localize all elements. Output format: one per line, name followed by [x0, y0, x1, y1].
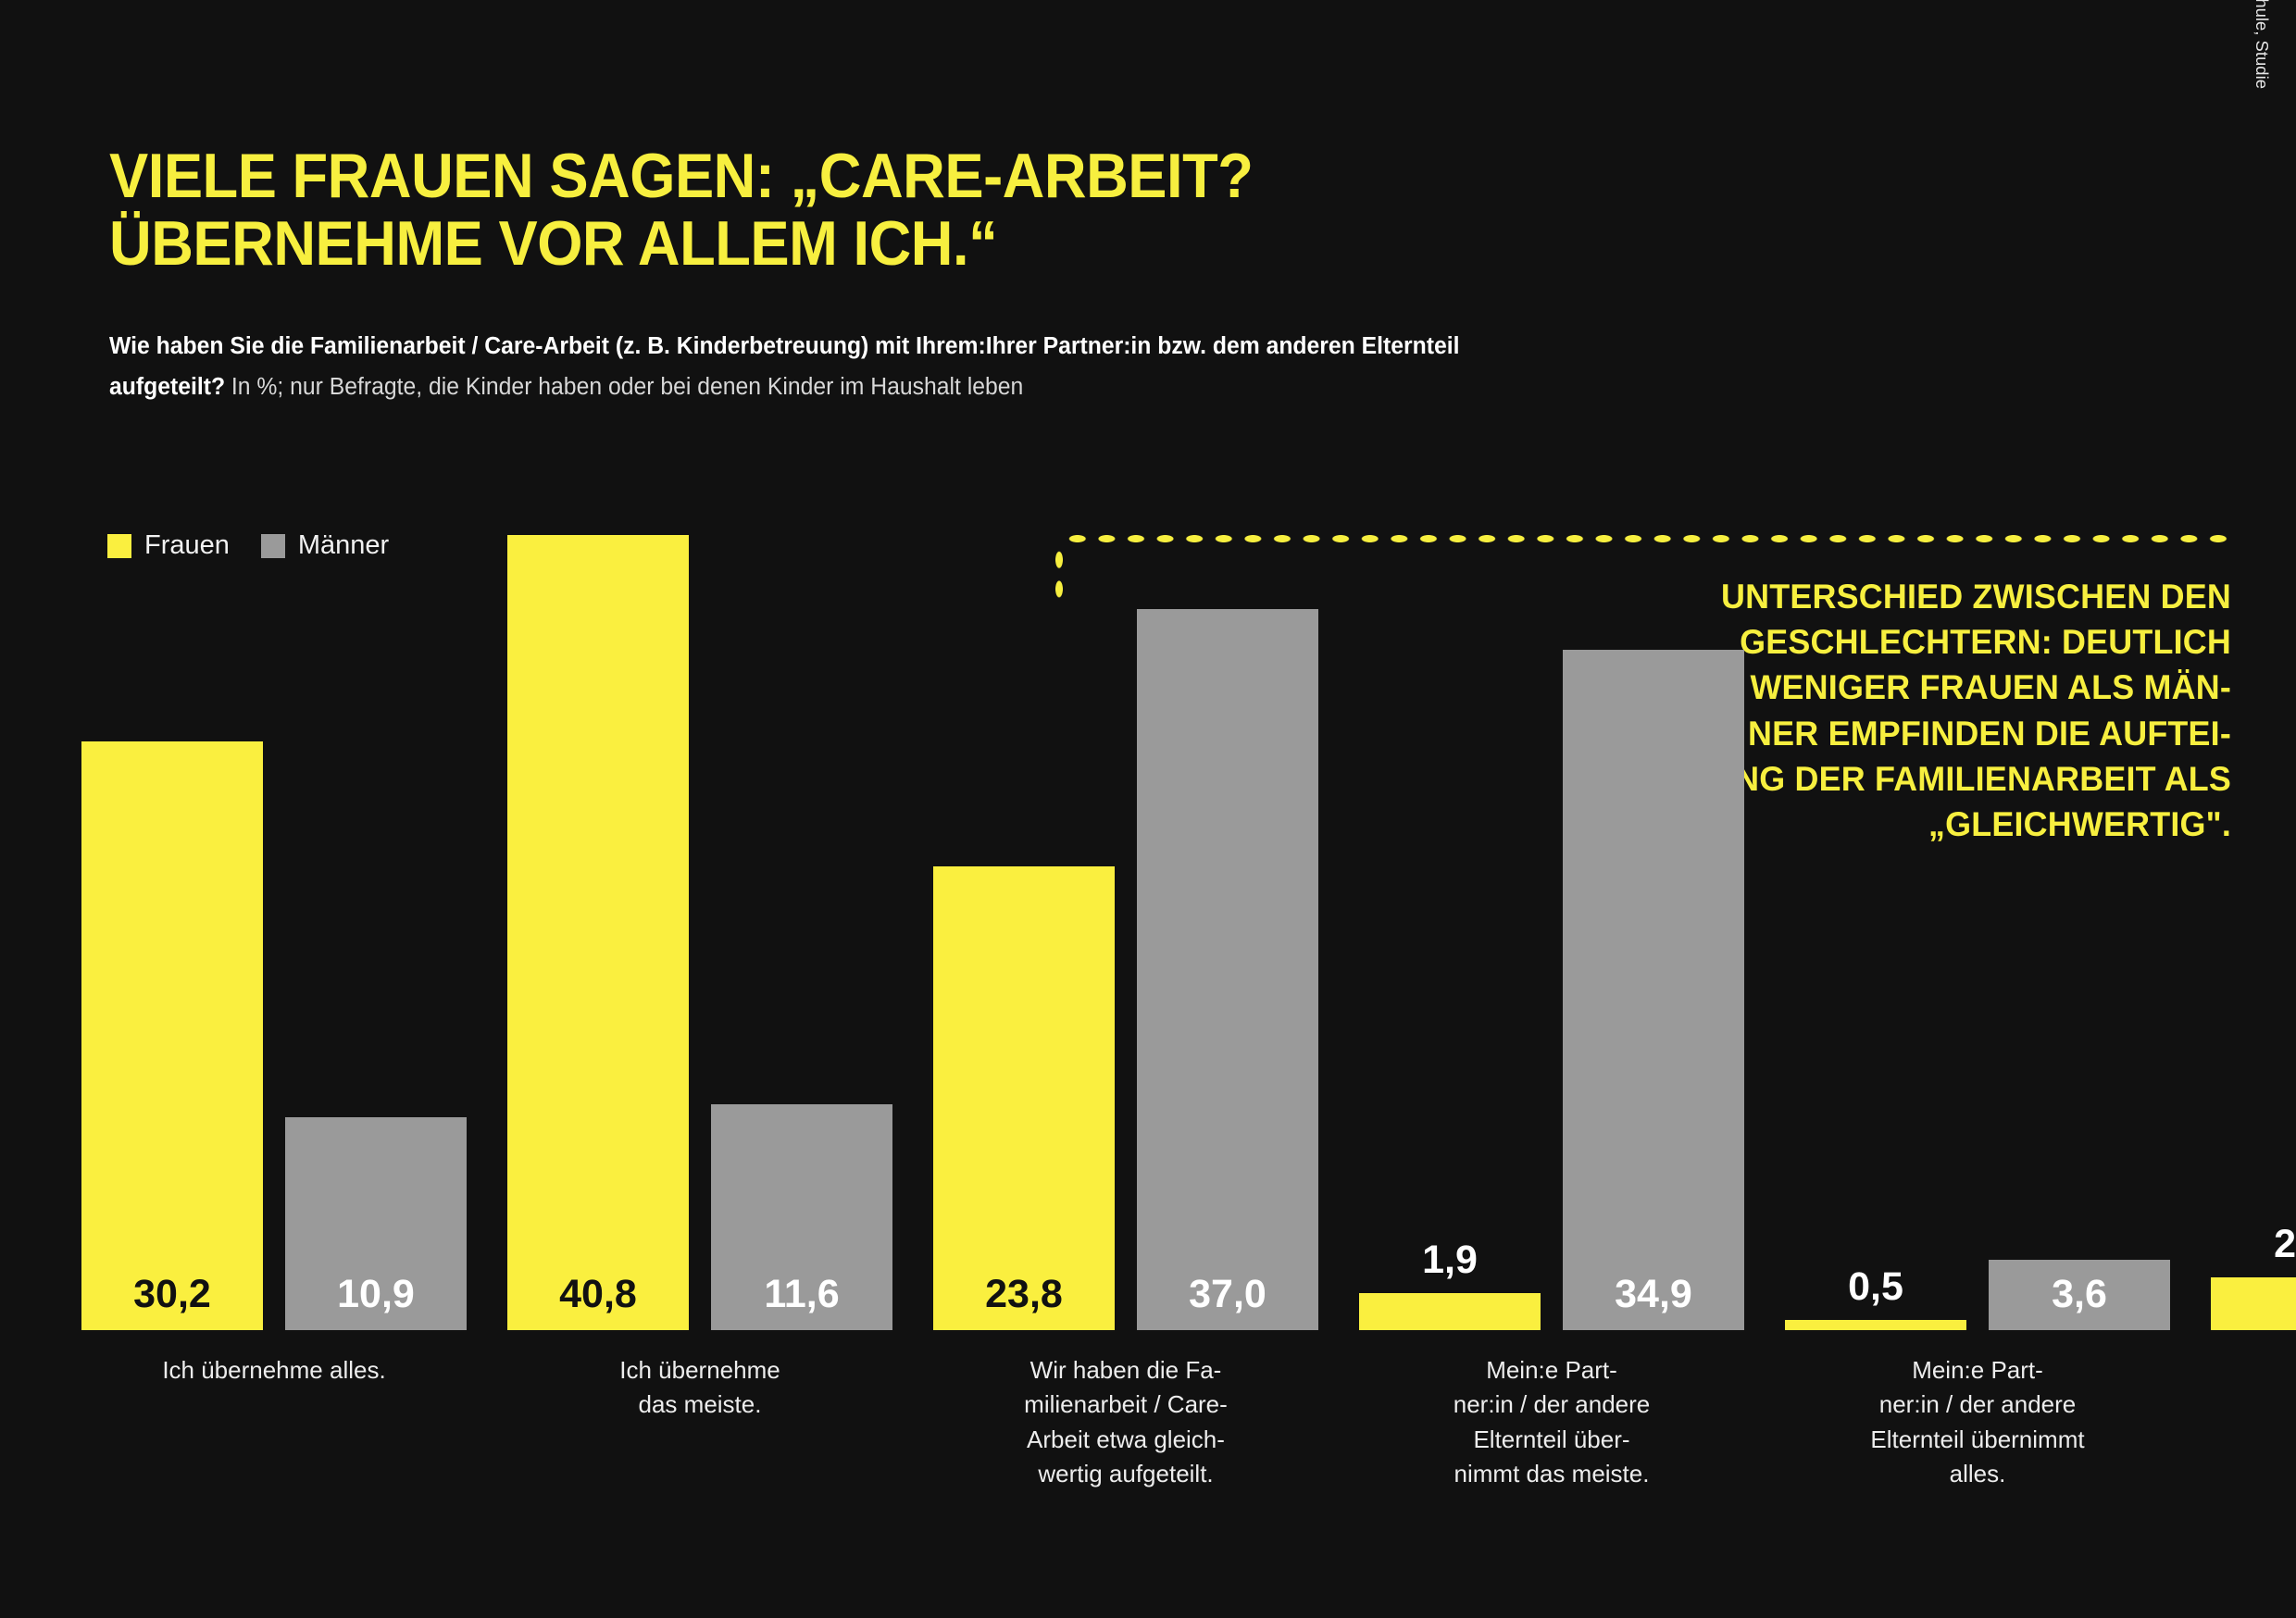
subtitle-block: Wie haben Sie die Familienarbeit / Care-…	[109, 327, 1510, 408]
category-label-line: Arbeit etwa gleich-	[1027, 1425, 1225, 1453]
survey-note: In %; nur Befragte, die Kinder haben ode…	[231, 373, 1024, 400]
bar-männer-1: 10,9	[285, 1117, 467, 1330]
category-label-line: Ich übernehme	[619, 1356, 780, 1384]
legend-swatch-icon-frauen	[107, 533, 131, 558]
category-label-line: ner:in / der andere	[1453, 1390, 1651, 1419]
dotted-line-horizontal-icon	[1063, 532, 2233, 545]
bar-männer-2: 11,6	[711, 1104, 892, 1330]
legend-label-frauen: Frauen	[144, 530, 230, 560]
bar-frauen-1: 30,2	[81, 741, 263, 1330]
headline-line-2: ÜBERNEHME VOR ALLEM ICH.“	[109, 207, 998, 279]
bar-value-label: 37,0	[1189, 1272, 1267, 1316]
category-label-line: Mein:e Part-	[1912, 1356, 2043, 1384]
callout-text: UNTERSCHIED ZWISCHEN DEN GESCHLECHTERN: …	[1603, 574, 2231, 847]
bar-frauen-6: 2,7	[2211, 1225, 2296, 1330]
legend-item-frauen: Frauen	[107, 530, 230, 561]
callout-line-4: NER EMPFINDEN DIE AUFTEI-	[1748, 714, 2231, 753]
callout-line-1: UNTERSCHIED ZWISCHEN DEN	[1720, 578, 2231, 616]
legend-label-maenner: Männer	[297, 530, 390, 560]
category-label-6: Wird größtenteilsvon einer ande-ren Pers…	[2211, 1353, 2296, 1492]
category-label-line: alles.	[1949, 1460, 2006, 1488]
category-label-line: Elternteil übernimmt	[1870, 1425, 2085, 1453]
bar-value-label: 1,9	[1422, 1238, 1478, 1282]
category-label-line: das meiste.	[638, 1390, 762, 1419]
page-title: VIELE FRAUEN SAGEN: „CARE-ARBEIT? ÜBERNE…	[109, 140, 1659, 279]
category-label-line: Wird größtenteils	[2211, 1353, 2296, 1388]
survey-question: Wie haben Sie die Familienarbeit / Care-…	[109, 333, 1460, 400]
callout-line-3: WENIGER FRAUEN ALS MÄN-	[1750, 668, 2231, 707]
category-label-4: Mein:e Part-ner:in / der andere Elterntei…	[1359, 1353, 1744, 1492]
category-label-line: Mein:e Part-	[1486, 1356, 1617, 1384]
legend-item-maenner: Männer	[260, 530, 390, 561]
bar-value-label: 23,8	[985, 1272, 1063, 1316]
callout-line-6: „GLEICHWERTIG".	[1928, 805, 2231, 844]
callout-line-5: LUNG DER FAMILIENARBEIT ALS	[1690, 759, 2231, 798]
bar-value-label: 2,7	[2274, 1222, 2296, 1266]
bar-männer-5: 3,6	[1989, 1260, 2170, 1330]
bar-value-label: 40,8	[559, 1272, 637, 1316]
category-label-line: nommen.	[2211, 1457, 2296, 1491]
bar-frauen-4: 1,9	[1359, 1240, 1541, 1330]
bar-value-label: 10,9	[337, 1272, 415, 1316]
category-label-line: Wir haben die Fa-	[1029, 1356, 1222, 1384]
callout-line-2: GESCHLECHTERN: DEUTLICH	[1740, 623, 2231, 662]
category-label-line: nimmt das meiste.	[1454, 1460, 1650, 1488]
bar-value-label: 3,6	[2052, 1272, 2107, 1316]
bar-männer-4: 34,9	[1563, 650, 1744, 1330]
category-label-1: Ich übernehme alles.	[81, 1353, 467, 1388]
bar-frauen-5: 0,5	[1785, 1267, 1966, 1330]
bar-frauen-2: 40,8	[507, 535, 689, 1330]
bar-value-label: 30,2	[133, 1272, 211, 1316]
bar-value-label: 0,5	[1848, 1264, 1903, 1309]
category-label-line: ren Person über-	[2211, 1423, 2296, 1457]
category-label-2: Ich übernehme das meiste.	[507, 1353, 892, 1423]
category-label-line: von einer ande-	[2211, 1388, 2296, 1422]
bar-value-label: 34,9	[1615, 1272, 1692, 1316]
category-label-line: milienarbeit / Care-	[1024, 1390, 1228, 1419]
bar-männer-3: 37,0	[1137, 609, 1318, 1330]
bar-value-label: 11,6	[764, 1272, 840, 1316]
category-label-3: Wir haben die Fa-milienarbeit / Care- Arb…	[933, 1353, 1318, 1492]
category-label-line: ner:in / der andere	[1878, 1390, 2077, 1419]
headline-line-1: VIELE FRAUEN SAGEN: „CARE-ARBEIT?	[109, 140, 1254, 211]
chart-legend: Frauen Männer	[107, 530, 389, 561]
dotted-line-vertical-icon	[1053, 545, 1066, 601]
category-label-line: Ich übernehme alles.	[162, 1356, 386, 1384]
category-label-line: wertig aufgeteilt.	[1038, 1460, 1214, 1488]
legend-swatch-icon-maenner	[260, 533, 285, 558]
category-label-5: Mein:e Part-ner:in / der andere Elterntei…	[1785, 1353, 2170, 1492]
category-label-line: Elternteil über-	[1473, 1425, 1630, 1453]
bar-frauen-3: 23,8	[933, 866, 1115, 1330]
